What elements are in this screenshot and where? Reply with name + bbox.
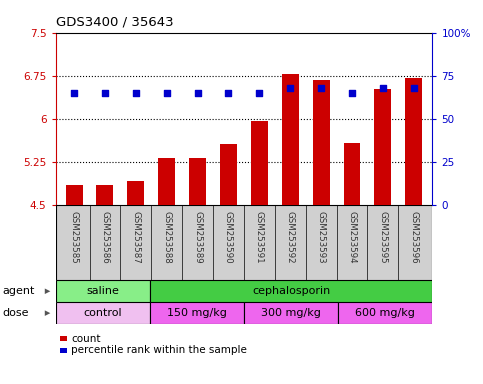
Point <box>348 90 356 96</box>
Text: 150 mg/kg: 150 mg/kg <box>167 308 227 318</box>
Text: count: count <box>71 334 100 344</box>
Bar <box>150 302 244 324</box>
Bar <box>220 144 237 205</box>
Text: GSM253586: GSM253586 <box>100 211 110 263</box>
Point <box>286 85 294 91</box>
Text: GSM253591: GSM253591 <box>255 211 264 263</box>
Bar <box>405 78 422 205</box>
Point <box>194 90 201 96</box>
Bar <box>60 348 67 353</box>
Text: GSM253593: GSM253593 <box>317 211 326 263</box>
Bar <box>97 185 114 205</box>
Point <box>225 90 232 96</box>
Bar <box>66 185 83 205</box>
Bar <box>244 302 338 324</box>
Bar <box>150 280 432 302</box>
Point <box>132 90 140 96</box>
Bar <box>56 302 150 324</box>
Point <box>70 90 78 96</box>
Text: GSM253592: GSM253592 <box>286 211 295 263</box>
Point <box>379 85 387 91</box>
Bar <box>374 89 391 205</box>
Text: GSM253589: GSM253589 <box>193 211 202 263</box>
Text: saline: saline <box>86 286 119 296</box>
Text: GSM253595: GSM253595 <box>378 211 387 263</box>
Text: GSM253594: GSM253594 <box>347 211 356 263</box>
Bar <box>158 158 175 205</box>
Text: 600 mg/kg: 600 mg/kg <box>355 308 415 318</box>
Text: 300 mg/kg: 300 mg/kg <box>261 308 321 318</box>
Bar <box>128 181 144 205</box>
Point <box>317 85 325 91</box>
Point <box>256 90 263 96</box>
Point <box>101 90 109 96</box>
Text: GSM253587: GSM253587 <box>131 211 141 263</box>
Bar <box>251 121 268 205</box>
Bar <box>338 302 432 324</box>
Text: cephalosporin: cephalosporin <box>252 286 330 296</box>
Text: dose: dose <box>2 308 29 318</box>
Text: control: control <box>84 308 122 318</box>
Bar <box>282 74 298 205</box>
Text: agent: agent <box>2 286 35 296</box>
Point <box>163 90 170 96</box>
Text: GSM253588: GSM253588 <box>162 211 171 263</box>
Text: GSM253585: GSM253585 <box>70 211 79 263</box>
Text: GSM253596: GSM253596 <box>409 211 418 263</box>
Bar <box>343 143 360 205</box>
Bar <box>313 80 329 205</box>
Bar <box>189 158 206 205</box>
Text: GSM253590: GSM253590 <box>224 211 233 263</box>
Bar <box>60 336 67 341</box>
Text: GDS3400 / 35643: GDS3400 / 35643 <box>56 16 173 29</box>
Bar <box>56 205 432 280</box>
Bar <box>56 280 150 302</box>
Text: percentile rank within the sample: percentile rank within the sample <box>71 345 247 355</box>
Point <box>410 85 418 91</box>
